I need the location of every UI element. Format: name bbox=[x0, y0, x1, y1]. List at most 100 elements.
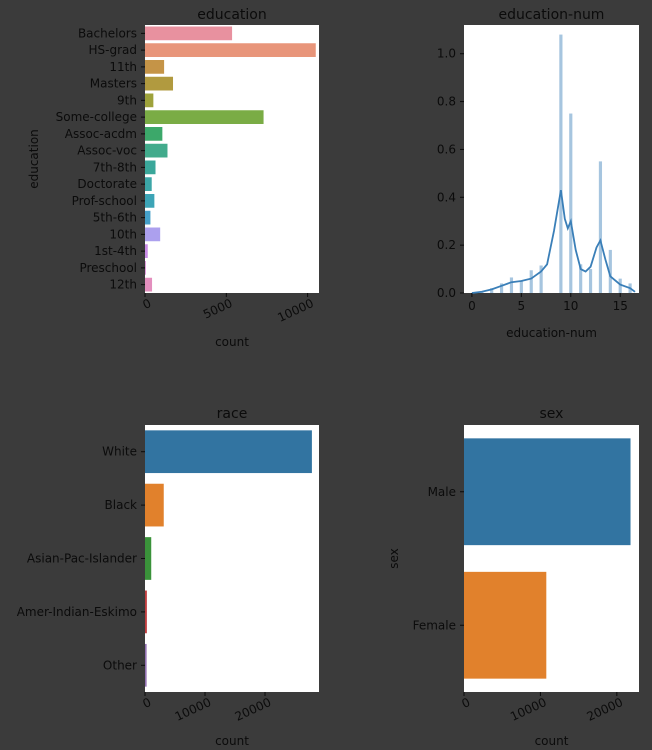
education-label-5th-6th: 5th-6th bbox=[93, 211, 137, 225]
sex-xlabel: count bbox=[535, 734, 569, 748]
education-num-ytick-label-1: 0.2 bbox=[437, 238, 456, 252]
education-num-xtick-label-3: 15 bbox=[613, 299, 628, 313]
education-num-y-ticks: 0.0 0.2 0.4 0.6 0.8 1.0 bbox=[437, 47, 464, 300]
education-num-bin-1 bbox=[490, 288, 494, 293]
education-bar-7th-8th bbox=[145, 160, 156, 175]
race-label-white: White bbox=[102, 445, 137, 459]
education-num-ytick-label-4: 0.8 bbox=[437, 95, 456, 109]
education-num-bin-12 bbox=[608, 249, 612, 293]
education-num-ytick-label-3: 0.6 bbox=[437, 142, 456, 156]
education-num-xlabel: education-num bbox=[506, 326, 597, 340]
race-x-ticks: 0 10000 20000 bbox=[140, 692, 273, 724]
education-plot-area bbox=[145, 25, 319, 293]
education-num-bin-3 bbox=[509, 277, 514, 293]
race-label-asian-pac-islander: Asian-Pac-Islander bbox=[27, 552, 137, 566]
education-bar-some-college bbox=[145, 110, 264, 124]
education-bars bbox=[145, 26, 316, 292]
education-num-bin-13 bbox=[618, 278, 622, 293]
education-num-bin-10 bbox=[588, 269, 593, 293]
education-num-ytick-label-0: 0.0 bbox=[437, 286, 456, 300]
sex-label-female: Female bbox=[413, 618, 456, 632]
education-num-title: education-num bbox=[499, 7, 605, 23]
education-num-xtick-label-0: 0 bbox=[468, 299, 476, 313]
education-num-bin-11 bbox=[598, 161, 603, 293]
education-num-kde-line bbox=[471, 189, 636, 294]
race-label-amer-indian-eskimo: Amer-Indian-Eskimo bbox=[17, 605, 137, 619]
education-bar-preschool bbox=[145, 261, 146, 275]
education-label-1st-4th: 1st-4th bbox=[94, 244, 137, 258]
sex-chart: sex count sex Male Female 0 10000 20000 bbox=[387, 406, 639, 748]
education-num-x-ticks: 0 5 10 15 bbox=[468, 293, 628, 313]
education-bar-masters bbox=[145, 76, 174, 91]
race-label-other: Other bbox=[103, 658, 137, 672]
education-label-assoc-acdm: Assoc-acdm bbox=[65, 127, 137, 141]
education-num-bin-9 bbox=[579, 264, 583, 293]
education-bar-hs-grad bbox=[145, 43, 316, 57]
education-num-xtick-label-1: 5 bbox=[518, 299, 526, 313]
education-bar-assoc-acdm bbox=[145, 127, 163, 141]
sex-bar-female bbox=[464, 571, 547, 679]
race-title: race bbox=[217, 406, 248, 422]
race-label-black: Black bbox=[105, 498, 138, 512]
education-label-bachelors: Bachelors bbox=[78, 26, 137, 40]
education-label-12th: 12th bbox=[109, 278, 137, 292]
race-xlabel: count bbox=[215, 734, 249, 748]
education-category-labels: Bachelors HS-grad 11th Masters 9th Some-colle… bbox=[56, 26, 145, 292]
education-num-bin-8 bbox=[569, 113, 573, 294]
education-xtick-label-1: 5000 bbox=[201, 296, 235, 322]
education-num-chart: education-num education-num 0.0 0.2 0.4 0.6… bbox=[437, 7, 639, 340]
education-num-bin-5 bbox=[529, 270, 533, 293]
sex-title: sex bbox=[540, 406, 564, 422]
education-num-bin-4 bbox=[519, 281, 523, 293]
education-label-preschool: Preschool bbox=[79, 261, 137, 275]
education-xtick-label-0: 0 bbox=[140, 296, 153, 312]
race-bars bbox=[145, 430, 312, 687]
sex-bar-male bbox=[464, 438, 631, 546]
education-bar-9th bbox=[145, 93, 154, 108]
education-num-bin-2 bbox=[499, 283, 504, 293]
race-bar-black bbox=[145, 483, 164, 527]
education-bar-doctorate bbox=[145, 177, 152, 191]
education-num-xtick-label-2: 10 bbox=[563, 299, 578, 313]
education-label-masters: Masters bbox=[90, 77, 137, 91]
race-xtick-label-2: 20000 bbox=[233, 695, 274, 724]
education-label-doctorate: Doctorate bbox=[77, 177, 137, 191]
education-bar-5th-6th bbox=[145, 210, 151, 225]
education-label-11th: 11th bbox=[109, 60, 137, 74]
education-num-plot-area bbox=[464, 25, 639, 293]
sex-xtick-label-2: 20000 bbox=[585, 695, 626, 724]
education-bar-12th bbox=[145, 277, 153, 292]
education-label-9th: 9th bbox=[117, 93, 137, 107]
sex-xtick-label-0: 0 bbox=[459, 695, 472, 711]
sex-label-male: Male bbox=[428, 485, 456, 499]
education-bar-prof-school bbox=[145, 194, 155, 208]
education-label-hs-grad: HS-grad bbox=[89, 43, 138, 57]
race-bar-asian-pac-islander bbox=[145, 537, 152, 580]
education-num-bin-6 bbox=[539, 265, 543, 293]
race-bar-other bbox=[145, 643, 147, 687]
education-label-7th-8th: 7th-8th bbox=[93, 160, 137, 174]
education-chart: education count education Bachelors HS-gr… bbox=[27, 7, 319, 349]
sex-category-labels: Male Female bbox=[413, 485, 464, 632]
education-label-10th: 10th bbox=[109, 227, 137, 241]
education-title: education bbox=[197, 7, 266, 23]
race-xtick-label-0: 0 bbox=[140, 695, 153, 711]
education-xlabel: count bbox=[215, 335, 249, 349]
education-label-prof-school: Prof-school bbox=[72, 194, 137, 208]
education-num-bin-7 bbox=[559, 34, 563, 293]
education-num-ytick-label-2: 0.4 bbox=[437, 190, 456, 204]
education-ylabel: education bbox=[27, 129, 41, 189]
education-bar-11th bbox=[145, 60, 165, 74]
education-label-some-college: Some-college bbox=[56, 110, 137, 124]
education-xtick-label-2: 10000 bbox=[275, 296, 316, 325]
race-bar-amer-indian-eskimo bbox=[145, 590, 147, 634]
race-bar-white bbox=[145, 430, 312, 474]
race-category-labels: White Black Asian-Pac-Islander Amer-Indian-… bbox=[17, 445, 145, 672]
education-label-assoc-voc: Assoc-voc bbox=[77, 144, 137, 158]
race-chart: race count White Black Asian-Pac-Islander A… bbox=[17, 406, 319, 748]
education-bar-assoc-voc bbox=[145, 143, 168, 158]
education-bar-10th bbox=[145, 227, 161, 242]
sex-ylabel: sex bbox=[387, 548, 401, 569]
sex-xtick-label-1: 10000 bbox=[508, 695, 549, 724]
